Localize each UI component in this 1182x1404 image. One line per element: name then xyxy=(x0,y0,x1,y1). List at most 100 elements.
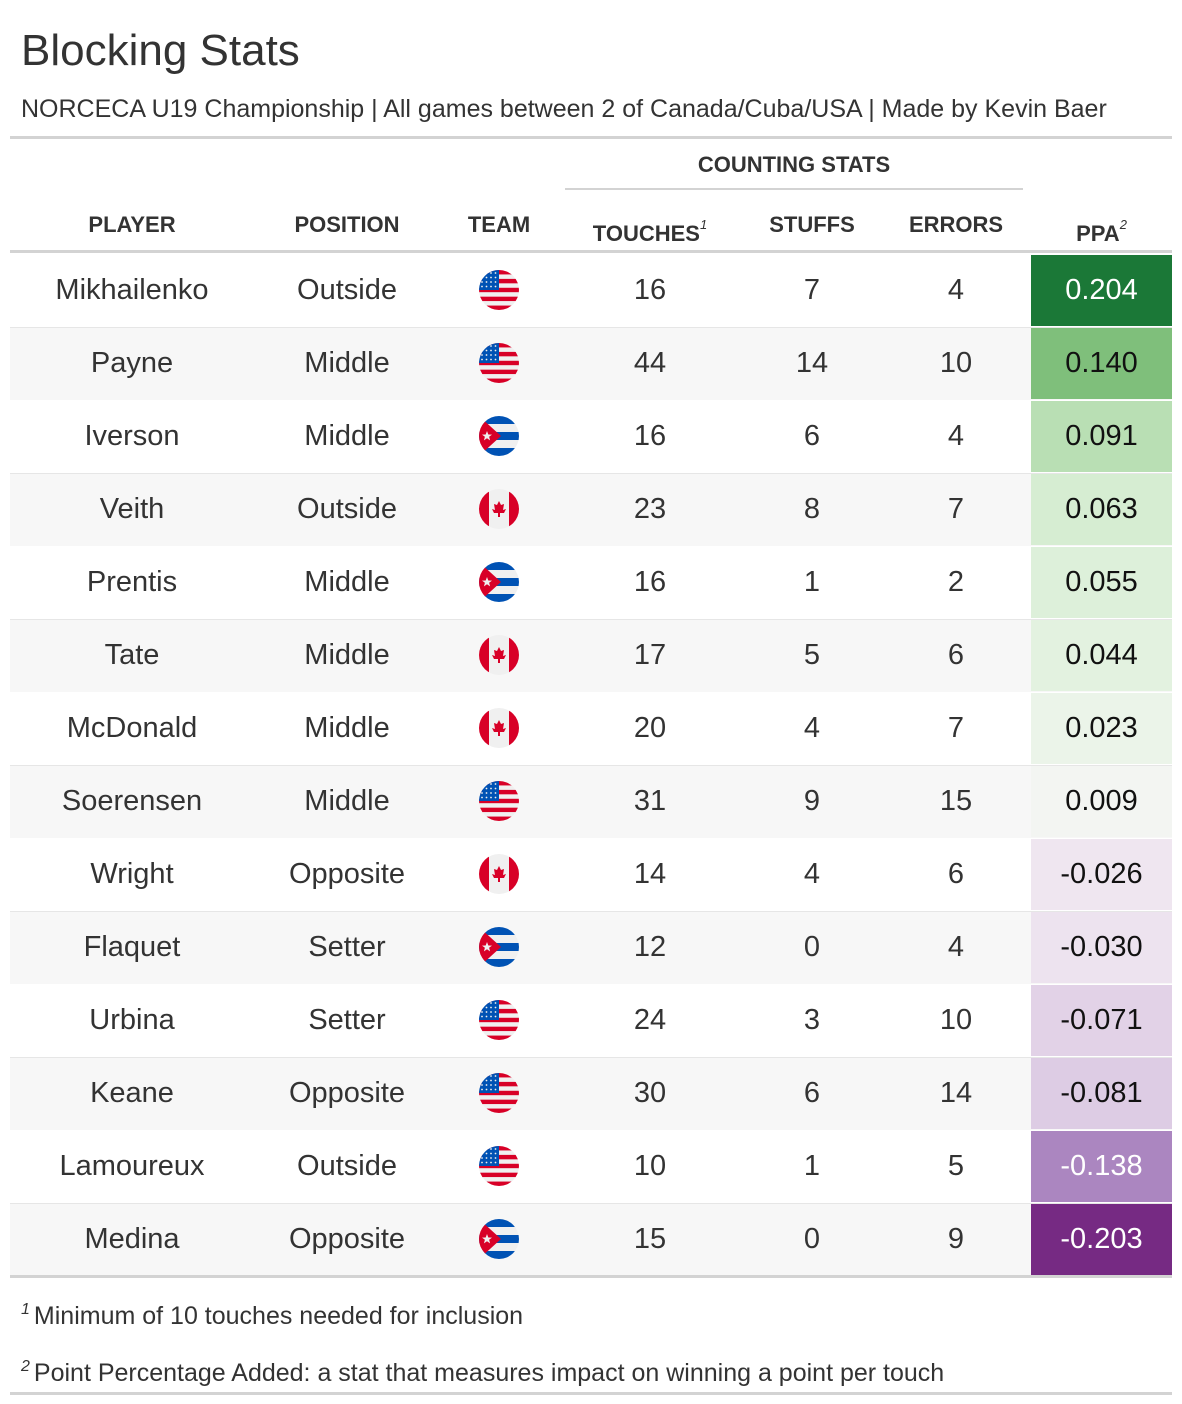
row-divider xyxy=(10,1057,1172,1058)
table-row: Medina Opposite 15 0 9 -0.203 xyxy=(10,1203,1172,1276)
stuffs-cell: 6 xyxy=(803,1077,821,1109)
canada-flag-icon xyxy=(479,708,519,748)
errors-cell: 15 xyxy=(939,785,973,817)
position-cell: Middle xyxy=(304,566,390,598)
row-divider xyxy=(10,1203,1172,1204)
errors-cell: 4 xyxy=(947,420,965,452)
errors-cell: 6 xyxy=(947,858,965,890)
touches-cell: 10 xyxy=(633,1150,667,1182)
player-cell: Veith xyxy=(99,493,165,525)
usa-flag-icon xyxy=(479,781,519,821)
ppa-cell: 0.140 xyxy=(1031,328,1172,399)
header-bottom-rule xyxy=(10,250,1172,253)
column-header-errors: ERRORS xyxy=(908,212,1004,237)
ppa-cell: -0.203 xyxy=(1031,1204,1172,1275)
table-row: Mikhailenko Outside 16 7 4 0.204 xyxy=(10,254,1172,327)
player-cell: Keane xyxy=(90,1077,174,1109)
touches-cell: 31 xyxy=(633,785,667,817)
row-divider xyxy=(10,473,1172,474)
errors-cell: 7 xyxy=(947,493,965,525)
footnote-mark: 1 xyxy=(21,1301,30,1318)
position-cell: Outside xyxy=(297,493,397,525)
position-cell: Middle xyxy=(304,420,390,452)
cuba-flag-icon xyxy=(479,1219,519,1259)
table-row: Flaquet Setter 12 0 4 -0.030 xyxy=(10,911,1172,984)
touches-footnote-mark: 1 xyxy=(699,217,708,232)
errors-cell: 5 xyxy=(947,1150,965,1182)
ppa-cell: 0.009 xyxy=(1031,766,1172,837)
usa-flag-icon xyxy=(479,1000,519,1040)
player-cell: Urbina xyxy=(89,1004,175,1036)
table-subtitle: NORCECA U19 Championship | All games bet… xyxy=(21,95,1107,123)
player-cell: Soerensen xyxy=(61,785,203,817)
stuffs-cell: 14 xyxy=(795,347,829,379)
cuba-flag-icon xyxy=(479,562,519,602)
touches-cell: 12 xyxy=(633,931,667,963)
table-row: Wright Opposite 14 4 6 -0.026 xyxy=(10,838,1172,911)
ppa-cell: 0.063 xyxy=(1031,474,1172,545)
table-row: Soerensen Middle 31 9 15 0.009 xyxy=(10,765,1172,838)
position-cell: Middle xyxy=(304,639,390,671)
column-header-ppa: PPA2 xyxy=(1031,208,1172,246)
touches-cell: 20 xyxy=(633,712,667,744)
column-header-team: TEAM xyxy=(467,212,531,237)
stuffs-cell: 4 xyxy=(803,858,821,890)
spanner-underline xyxy=(565,188,1023,190)
ppa-cell: 0.055 xyxy=(1031,547,1172,618)
canada-flag-icon xyxy=(479,489,519,529)
table-row: McDonald Middle 20 4 7 0.023 xyxy=(10,692,1172,765)
table-row: Payne Middle 44 14 10 0.140 xyxy=(10,327,1172,400)
ppa-cell: -0.026 xyxy=(1031,839,1172,910)
player-cell: Medina xyxy=(84,1223,180,1255)
usa-flag-icon xyxy=(479,343,519,383)
errors-cell: 9 xyxy=(947,1223,965,1255)
stuffs-cell: 7 xyxy=(803,274,821,306)
table-row: Prentis Middle 16 1 2 0.055 xyxy=(10,546,1172,619)
row-divider xyxy=(10,619,1172,620)
table-title: Blocking Stats xyxy=(21,26,300,75)
table-row: Tate Middle 17 5 6 0.044 xyxy=(10,619,1172,692)
position-cell: Middle xyxy=(304,712,390,744)
ppa-cell: 0.023 xyxy=(1031,693,1172,764)
touches-cell: 17 xyxy=(633,639,667,671)
table-row: Iverson Middle 16 6 4 0.091 xyxy=(10,400,1172,473)
errors-cell: 7 xyxy=(947,712,965,744)
position-cell: Opposite xyxy=(288,1223,406,1255)
stuffs-cell: 0 xyxy=(803,1223,821,1255)
ppa-footnote-mark: 2 xyxy=(1119,217,1127,232)
player-cell: Tate xyxy=(104,639,160,671)
canada-flag-icon xyxy=(479,854,519,894)
row-divider xyxy=(10,765,1172,766)
usa-flag-icon xyxy=(479,270,519,310)
ppa-cell: -0.081 xyxy=(1031,1058,1172,1129)
touches-cell: 16 xyxy=(633,566,667,598)
errors-cell: 10 xyxy=(939,1004,973,1036)
position-cell: Outside xyxy=(297,1150,397,1182)
player-cell: Mikhailenko xyxy=(55,274,209,306)
touches-cell: 23 xyxy=(633,493,667,525)
position-cell: Setter xyxy=(308,1004,386,1036)
column-header-stuffs: STUFFS xyxy=(769,212,855,237)
table-row: Veith Outside 23 8 7 0.063 xyxy=(10,473,1172,546)
player-cell: Lamoureux xyxy=(59,1150,205,1182)
touches-label: TOUCHES xyxy=(592,221,700,246)
player-cell: Wright xyxy=(90,858,174,890)
table-row: Lamoureux Outside 10 1 5 -0.138 xyxy=(10,1130,1172,1203)
footnote-ppa: 2 Point Percentage Added: a stat that mea… xyxy=(21,1350,944,1390)
column-header-player: PLAYER xyxy=(88,212,176,237)
canada-flag-icon xyxy=(479,635,519,675)
usa-flag-icon xyxy=(479,1073,519,1113)
position-cell: Opposite xyxy=(288,858,406,890)
player-cell: McDonald xyxy=(66,712,198,744)
footer-bottom-rule xyxy=(10,1392,1172,1395)
errors-cell: 14 xyxy=(939,1077,973,1109)
stuffs-cell: 4 xyxy=(803,712,821,744)
column-header-touches: TOUCHES1 xyxy=(565,208,735,246)
stuffs-cell: 6 xyxy=(803,420,821,452)
table-row: Keane Opposite 30 6 14 -0.081 xyxy=(10,1057,1172,1130)
position-cell: Opposite xyxy=(288,1077,406,1109)
stuffs-cell: 5 xyxy=(803,639,821,671)
position-cell: Middle xyxy=(304,347,390,379)
ppa-cell: 0.204 xyxy=(1031,255,1172,326)
errors-cell: 10 xyxy=(939,347,973,379)
